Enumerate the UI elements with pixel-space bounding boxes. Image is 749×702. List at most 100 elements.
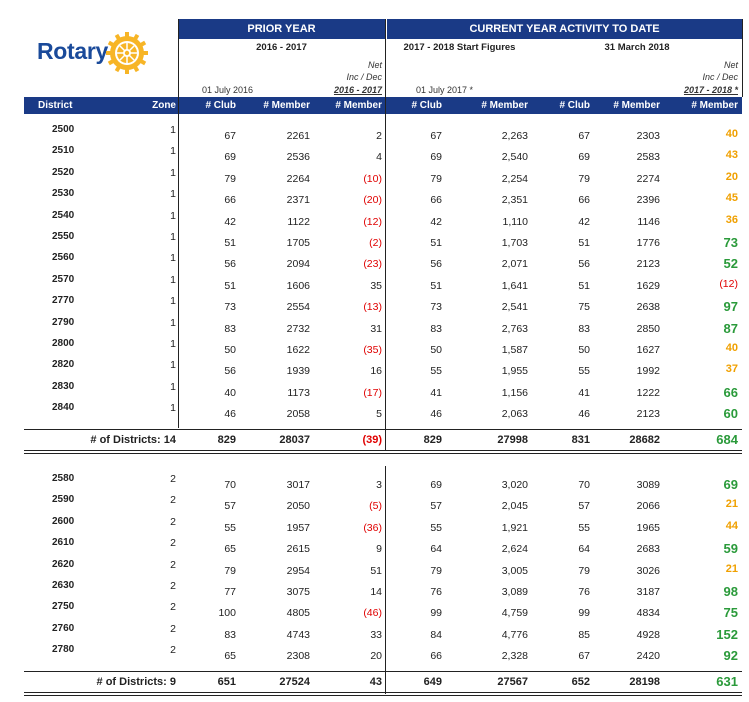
district-cell: 2560: [52, 252, 75, 264]
cell-cm: 1629: [636, 279, 660, 292]
cell-pc: 83: [224, 322, 236, 335]
cell-cm: 3089: [636, 479, 660, 491]
cell-sm: 1,955: [501, 365, 528, 378]
district-cell: 2800: [52, 338, 75, 349]
total-rule-top: [24, 670, 742, 672]
cell-cm: 2303: [636, 130, 660, 142]
cell-cc: 79: [578, 564, 590, 577]
cell-cc: 99: [578, 607, 590, 620]
cell-cn: 97: [723, 299, 738, 315]
cell-sc: 66: [430, 194, 442, 207]
cell-pc: 55: [224, 521, 236, 534]
cell-sc: 56: [430, 258, 442, 271]
cell-pm: 4743: [286, 628, 310, 641]
rotary-wheel-icon: [106, 32, 148, 74]
district-cell: 2520: [52, 166, 75, 178]
cell-sm: 2,045: [501, 500, 528, 513]
cell-cm: 4928: [636, 628, 660, 641]
district-cell: 2760: [52, 622, 75, 634]
total-rule-bottom: [24, 691, 742, 693]
cell-pm: 1939: [286, 365, 310, 378]
zone-cell: 1: [170, 273, 176, 286]
cell-sm: 1,703: [501, 237, 528, 249]
cell-pm: 2615: [286, 543, 310, 556]
cell-cn: 73: [723, 235, 738, 250]
cell-sc: 51: [430, 237, 442, 249]
zone-cell: 1: [170, 124, 176, 136]
cell-cc: 70: [578, 479, 590, 491]
col-start-club: # Club: [394, 97, 442, 114]
cell-pm: 1705: [286, 237, 310, 249]
district-cell: 2630: [52, 580, 75, 591]
col-prior-net: # Member: [326, 97, 382, 114]
zone-cell: 2: [170, 515, 176, 528]
cell-pc: 66: [224, 194, 236, 207]
cell-sm: 2,541: [501, 301, 528, 314]
total-label: # of Districts: 14: [90, 433, 176, 446]
cell-pc: 65: [224, 650, 236, 663]
col-prior-member: # Member: [254, 97, 310, 114]
cell-pc: 69: [224, 151, 236, 164]
district-cell: 2620: [52, 558, 75, 570]
district-cell: 2590: [52, 494, 75, 506]
cell-pn: (36): [363, 521, 382, 534]
cell-sm: 2,351: [501, 194, 528, 207]
cell-pm: 3017: [286, 479, 310, 491]
zone-cell: 1: [170, 402, 176, 415]
cell-pn: 35: [370, 279, 382, 292]
col-zone: Zone: [140, 97, 176, 114]
cell-cc: 56: [578, 258, 590, 271]
zone-cell: 1: [170, 188, 176, 201]
zone-cell: 2: [170, 494, 176, 507]
cell-pn: (10): [363, 172, 382, 185]
cell-pn: 14: [370, 586, 382, 598]
col-district: District: [38, 97, 73, 114]
cell-sc: 76: [430, 586, 442, 598]
cell-pm: 2264: [286, 172, 310, 185]
zone-cell: 2: [170, 601, 176, 614]
cell-cn: 45: [725, 192, 738, 205]
cell-sm: 2,263: [501, 130, 528, 142]
total-rule-bottom: [24, 449, 742, 451]
cell-cc: 51: [578, 237, 590, 249]
cell-pc: 40: [224, 386, 236, 399]
net-label-prior: Net: [367, 60, 382, 70]
cell-cc: 57: [578, 500, 590, 513]
cell-sm: 2,328: [501, 650, 528, 663]
current-year-band: CURRENT YEAR ACTIVITY TO DATE: [387, 19, 742, 39]
cell-cn: 20: [725, 170, 738, 183]
cell-cm: 2123: [636, 258, 660, 271]
divider-prior-current-2: [385, 466, 386, 694]
cell-sm: 2,763: [501, 322, 528, 335]
cell-sm: 2,254: [501, 172, 528, 185]
cell-cc: 41: [578, 386, 590, 399]
cell-sm: 2,071: [501, 258, 528, 271]
cell-cn: 21: [725, 562, 738, 575]
cell-sc: 84: [430, 628, 442, 641]
cell-cc: 69: [578, 151, 590, 164]
total-sm: 27998: [497, 433, 528, 446]
cell-pm: 2058: [286, 408, 310, 421]
total-label: # of Districts: 9: [96, 675, 176, 688]
total-rule-bottom-2: [24, 452, 742, 454]
total-rule-top: [24, 428, 742, 430]
cell-cc: 55: [578, 365, 590, 378]
total-divider: [385, 670, 386, 693]
cell-pn: 16: [370, 365, 382, 378]
cell-pm: 2261: [286, 130, 310, 142]
cell-pn: 2: [376, 130, 382, 142]
cell-cc: 67: [578, 130, 590, 142]
cell-pn: 5: [376, 408, 382, 421]
zone-cell: 1: [170, 316, 176, 329]
zone-cell: 1: [170, 209, 176, 222]
cell-pc: 46: [224, 408, 236, 421]
cell-pc: 50: [224, 344, 236, 356]
total-cn: 684: [716, 431, 738, 447]
cell-cc: 85: [578, 628, 590, 641]
total-rule-bottom-2: [24, 694, 742, 696]
cell-cm: 1146: [637, 215, 660, 228]
cell-cm: 2683: [636, 543, 660, 556]
cell-cn: 87: [723, 320, 738, 336]
cell-sm: 2,063: [501, 408, 528, 421]
